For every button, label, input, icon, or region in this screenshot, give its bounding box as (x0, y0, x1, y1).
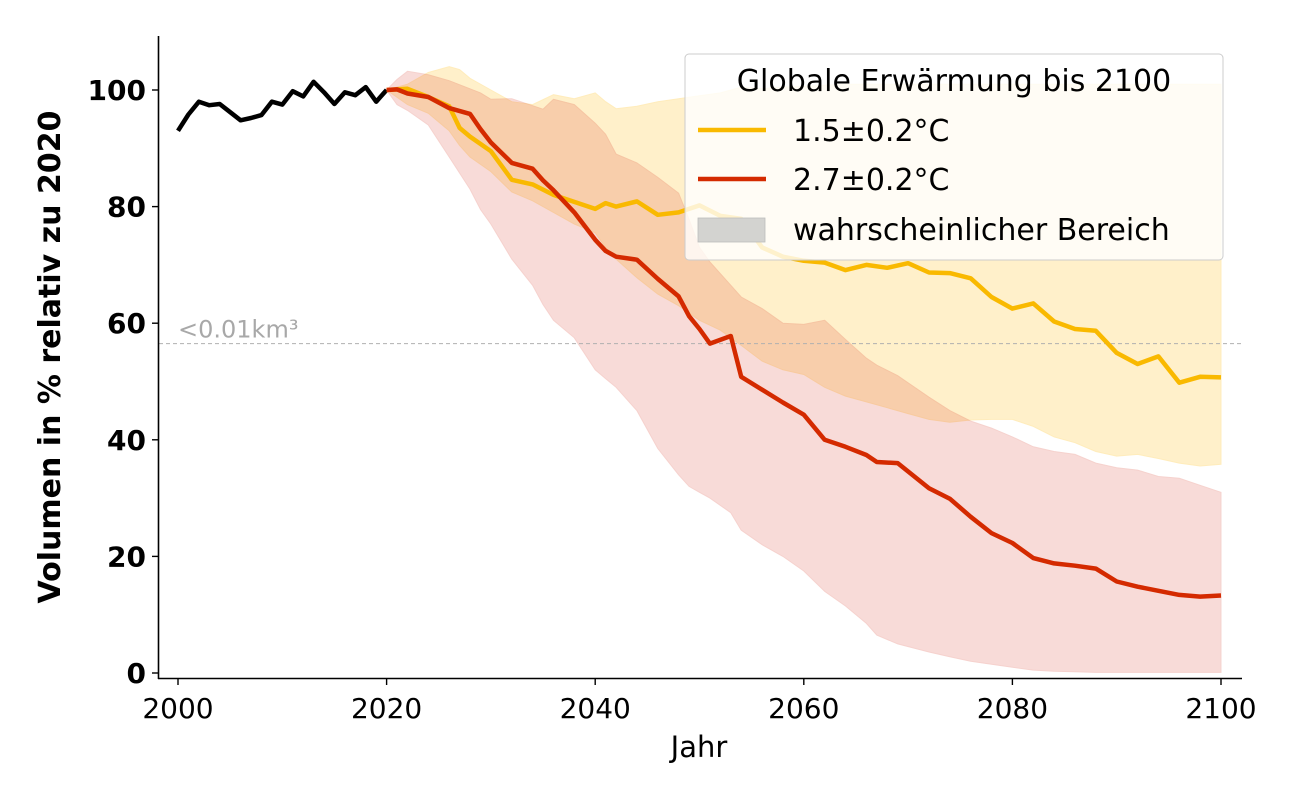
historical-line (176, 79, 389, 133)
x-tick-label: 2000 (142, 692, 213, 725)
y-tick-label: 80 (107, 191, 146, 224)
x-axis-label: Jahr (669, 730, 728, 764)
series-line-2-7c (386, 87, 1222, 599)
legend-label-2-7c: 2.7±0.2°C (793, 163, 950, 198)
threshold-line-group: <0.01km³ (159, 316, 1242, 345)
x-tick-label: 2020 (351, 692, 422, 725)
threshold-label: <0.01km³ (178, 316, 298, 344)
y-tick-label: 0 (127, 657, 146, 690)
x-ticks: 2000 2020 2040 2060 2080 2100 (142, 679, 1257, 725)
legend-label-likely-range: wahrscheinlicher Bereich (793, 213, 1170, 248)
legend-swatch-likely-range (697, 217, 766, 243)
x-tick-label: 2100 (1185, 692, 1256, 725)
y-tick-label: 40 (107, 424, 146, 457)
y-axis-label: Volumen in % relativ zu 2020 (33, 111, 68, 604)
y-tick-label: 60 (107, 307, 146, 340)
y-tick-label: 100 (88, 74, 146, 107)
x-tick-label: 2060 (768, 692, 839, 725)
x-tick-label: 2080 (977, 692, 1048, 725)
likely-range-band-2-7c (385, 70, 1222, 673)
legend-title: Globale Erwärmung bis 2100 (737, 64, 1171, 99)
legend-frame (684, 53, 1224, 261)
legend: Globale Erwärmung bis 2100 1.5±0.2°C 2.7… (684, 53, 1224, 261)
legend-label-1-5c: 1.5±0.2°C (793, 114, 950, 149)
y-ticks: 0 20 40 60 80 100 (88, 74, 158, 690)
x-tick-label: 2040 (560, 692, 631, 725)
y-tick-label: 20 (107, 540, 146, 573)
